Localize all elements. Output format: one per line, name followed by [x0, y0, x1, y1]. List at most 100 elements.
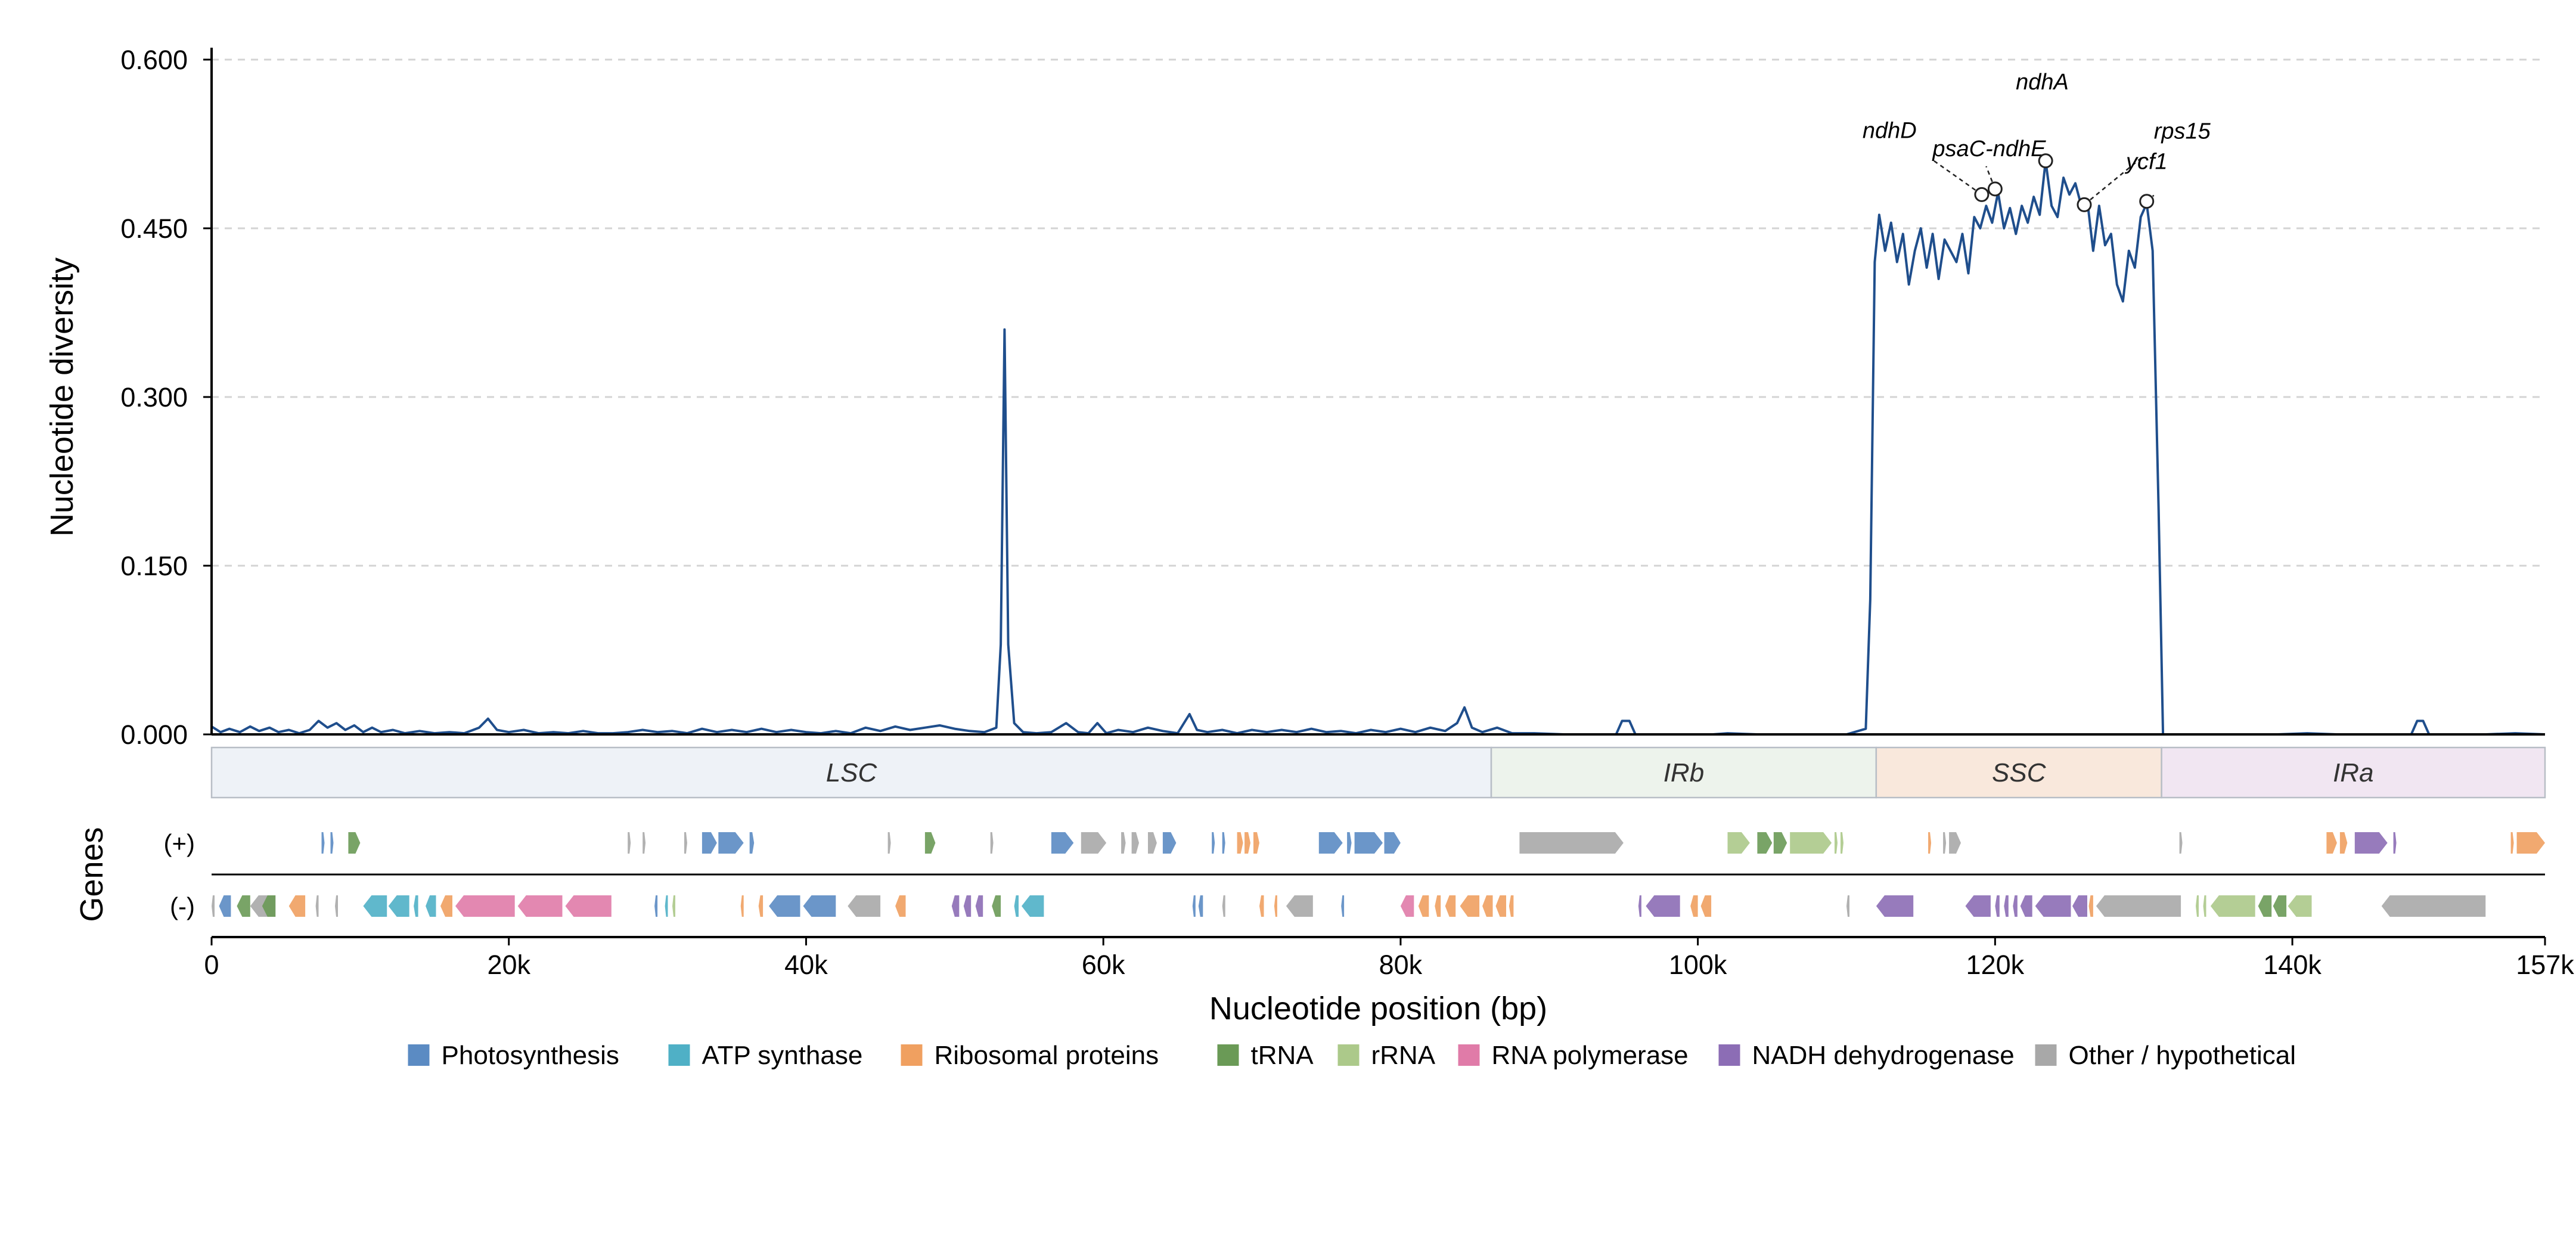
x-tick-label: 0	[204, 950, 219, 980]
gene-block	[1222, 832, 1225, 854]
peak-label: psaC-ndhE	[1932, 137, 2046, 162]
gene-block	[440, 895, 452, 917]
gene-block	[2072, 895, 2087, 917]
legend-label: Other / hypothetical	[2069, 1041, 2296, 1070]
y-axis-title: Nucleotide diversity	[44, 258, 80, 536]
peak-leader-line	[2084, 155, 2144, 206]
peak-marker	[1974, 187, 1990, 202]
gene-block	[1757, 832, 1773, 854]
gene-block	[2196, 895, 2199, 917]
peak-label: ndhA	[2016, 70, 2069, 95]
gene-track	[212, 832, 2545, 917]
gene-block	[1519, 832, 1624, 854]
gene-block	[1482, 895, 1493, 917]
legend-label: RNA polymerase	[1492, 1041, 1689, 1070]
legend-swatch	[1337, 1044, 1360, 1066]
gene-block	[2339, 832, 2348, 854]
gene-block	[2326, 832, 2337, 854]
gene-block	[1192, 895, 1196, 917]
peak-marker	[2077, 197, 2092, 212]
gene-block	[758, 895, 764, 917]
gene-block	[288, 895, 306, 917]
region-lsc	[210, 746, 1492, 799]
y-ticks: 0.000 0.150 0.300 0.450 0.600	[120, 45, 212, 750]
legend-label: Ribosomal proteins	[935, 1041, 1159, 1070]
legend-swatch	[408, 1044, 430, 1066]
gene-block	[1690, 895, 1698, 917]
gene-block	[2258, 895, 2272, 917]
legend-swatch	[1217, 1044, 1239, 1066]
gene-block	[426, 895, 436, 917]
genome-regions: LSC IRb SSC IRa	[210, 746, 2546, 799]
diversity-line	[210, 159, 2546, 736]
gene-block	[963, 895, 972, 917]
gene-block	[2035, 895, 2071, 917]
gene-block	[684, 832, 687, 854]
gene-block	[718, 832, 744, 854]
peak-leader-line	[1931, 158, 1982, 196]
gene-block	[1773, 832, 1787, 854]
gene-block	[2013, 895, 2018, 917]
gene-block	[455, 895, 515, 917]
minus-strand-label: (-)	[170, 892, 195, 920]
gene-block	[517, 895, 563, 917]
gene-block	[1014, 895, 1019, 917]
gene-block	[1274, 895, 1277, 917]
gene-block	[1509, 895, 1514, 917]
gene-block	[1253, 832, 1259, 854]
gene-block	[1846, 895, 1849, 917]
gene-block	[335, 895, 338, 917]
gene-block	[315, 895, 319, 917]
legend-swatch	[668, 1044, 690, 1066]
gene-block	[740, 895, 744, 917]
gene-block	[895, 895, 906, 917]
x-ticks: 0 20k 40k 60k 80k 100k 120k 140k 157k	[204, 937, 2574, 980]
gene-block	[1638, 895, 1641, 917]
legend-label: NADH dehydrogenase	[1752, 1041, 2015, 1070]
gene-block	[1318, 832, 1343, 854]
gene-block	[1148, 832, 1157, 854]
legend-label: ATP synthase	[702, 1041, 863, 1070]
region-ira	[2161, 746, 2546, 799]
gene-block	[330, 832, 334, 854]
gene-block	[414, 895, 418, 917]
gene-block	[702, 832, 717, 854]
gene-block	[1131, 832, 1139, 854]
gene-block	[1646, 895, 1680, 917]
gene-block	[643, 832, 646, 854]
gene-block	[848, 895, 881, 917]
gene-block	[1051, 832, 1074, 854]
peak-annotations: ndhD psaC-ndhE ndhA ycf1 rps15	[1863, 70, 2211, 212]
peak-label: ycf1	[2124, 149, 2168, 174]
gene-block	[321, 832, 325, 854]
gene-block	[1995, 895, 2000, 917]
gene-block	[1162, 832, 1177, 854]
gene-block	[1876, 895, 1914, 917]
legend-label: Photosynthesis	[442, 1041, 619, 1070]
axes	[210, 48, 2545, 938]
x-tick-label: 120k	[1966, 950, 2025, 980]
x-tick-label: 100k	[1669, 950, 1727, 980]
gene-block	[1435, 895, 1441, 917]
gene-block	[2020, 895, 2032, 917]
x-tick-label: 80k	[1379, 950, 1423, 980]
gene-block	[1022, 895, 1044, 917]
legend-swatch	[901, 1044, 923, 1066]
x-tick-label: 20k	[487, 950, 530, 980]
y-tick-label: 0.150	[120, 551, 188, 581]
gene-block	[2273, 895, 2287, 917]
gene-block	[565, 895, 612, 917]
gene-block	[2393, 832, 2397, 854]
gene-block	[1949, 832, 1961, 854]
gene-block	[2516, 832, 2545, 854]
region-label: IRa	[2333, 758, 2373, 787]
legend: Photosynthesis ATP synthase Ribosomal prot…	[408, 1041, 2296, 1070]
x-tick-label: 40k	[784, 950, 828, 980]
gene-block	[1400, 895, 1414, 917]
gene-block	[1286, 895, 1313, 917]
gene-block	[2096, 895, 2181, 917]
gene-block	[1341, 895, 1345, 917]
gene-block	[1418, 895, 1429, 917]
gene-block	[924, 832, 936, 854]
gene-block	[654, 895, 658, 917]
